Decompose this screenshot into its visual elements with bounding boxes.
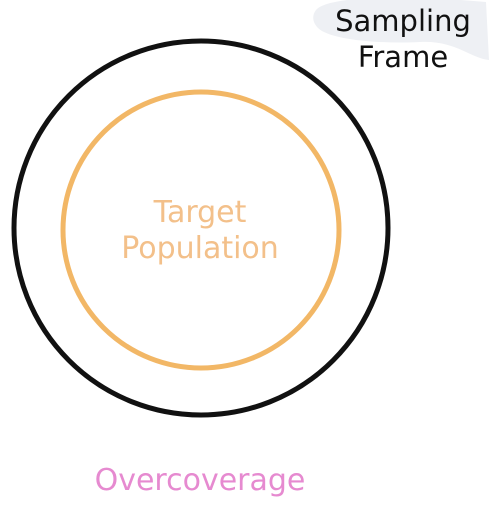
sampling-frame-label-line1: Sampling xyxy=(335,4,471,38)
target-population-circle xyxy=(60,89,342,371)
frame-label-background-blob xyxy=(313,0,489,60)
sampling-frame-label-line2: Frame xyxy=(357,39,449,74)
target-population-label-line1: Target xyxy=(153,195,247,230)
target-population-label: Target Population xyxy=(100,195,300,267)
sampling-frame-circle xyxy=(11,38,391,418)
overcoverage-label: Overcoverage xyxy=(94,463,306,498)
target-population-label-line2: Population xyxy=(121,231,279,266)
sampling-frame-label: Sampling Frame xyxy=(318,4,488,75)
